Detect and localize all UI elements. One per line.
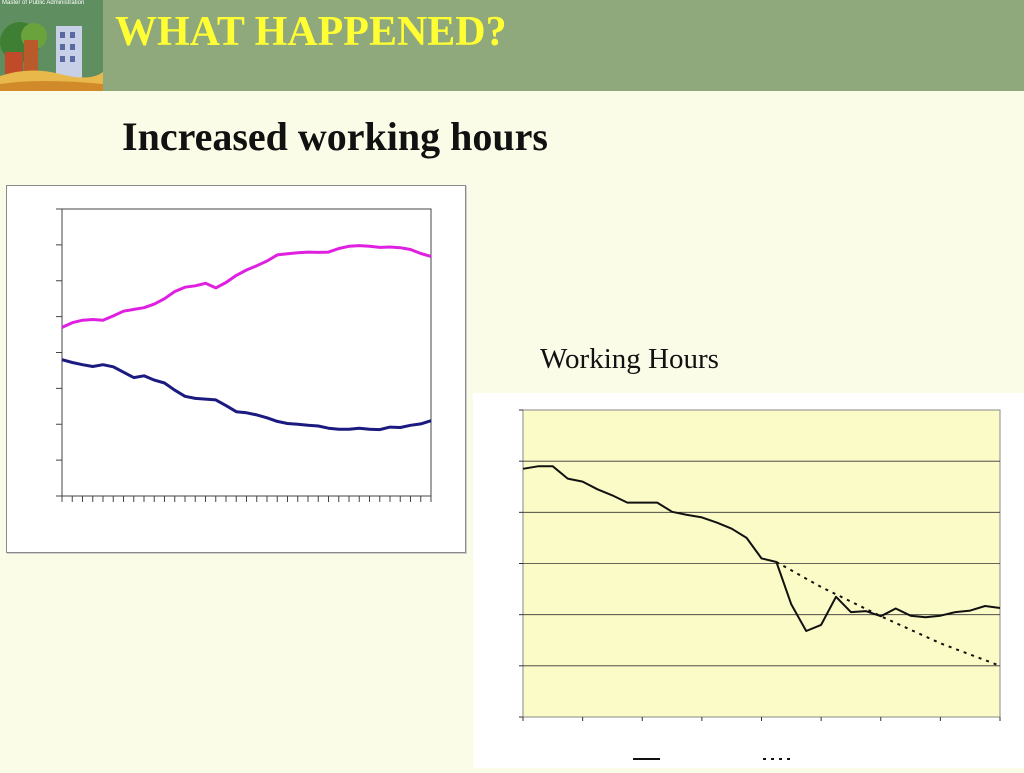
working-hours-chart xyxy=(473,393,1024,768)
working-couples-chart xyxy=(6,185,466,553)
series-line-both-spouses-working xyxy=(61,244,432,329)
working-hours-label: Working Hours xyxy=(540,343,719,375)
logo-text: Master of Public Administration xyxy=(2,0,85,6)
slide-subtitle: Increased working hours xyxy=(122,114,548,159)
page-title: WHAT HAPPENED? xyxy=(115,9,507,55)
series-line-husband-only-working xyxy=(61,358,432,432)
header-bar: Master of Public Administration WHAT HAP… xyxy=(0,0,1024,91)
working-hours-chart-svg xyxy=(519,409,1001,760)
series-line-actual-hours xyxy=(522,465,1001,632)
series-line-trend-of-1905-1925 xyxy=(775,561,1001,667)
working-couples-chart-svg xyxy=(56,208,432,502)
plot-area-frame xyxy=(61,208,432,497)
logo: Master of Public Administration xyxy=(0,0,103,91)
